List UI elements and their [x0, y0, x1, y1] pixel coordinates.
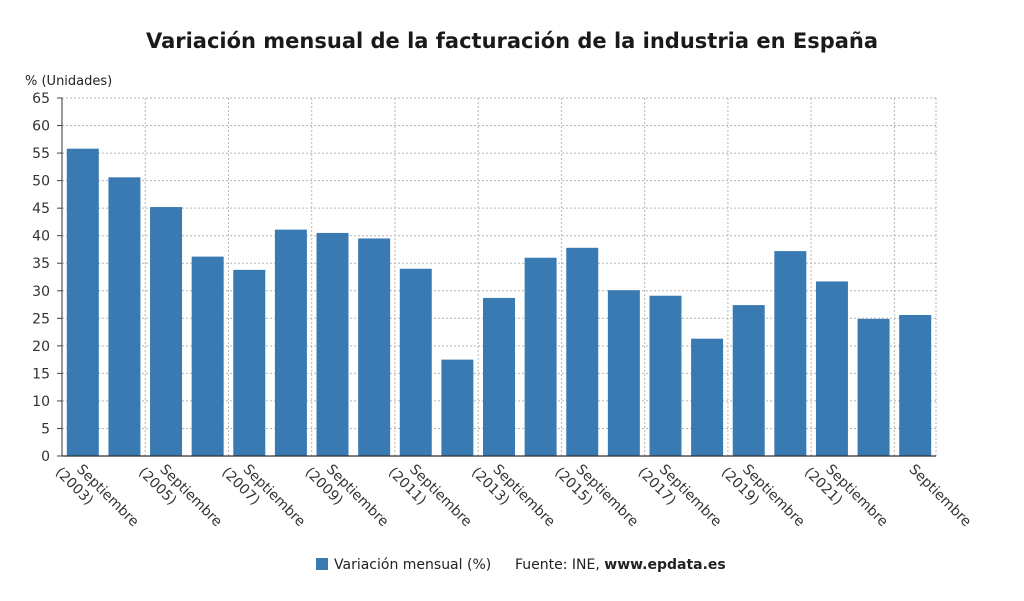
y-tick-label: 30	[32, 284, 50, 300]
y-tick-label: 55	[32, 146, 50, 162]
bar	[316, 232, 349, 456]
bar	[566, 247, 599, 456]
y-tick-label: 5	[41, 421, 50, 437]
bar	[274, 229, 307, 456]
y-tick-label: 0	[41, 449, 50, 465]
y-axis-label: % (Unidades)	[25, 74, 112, 89]
y-tick-label: 65	[32, 91, 50, 107]
x-tick-label: Septiembre(2021)	[801, 452, 891, 542]
x-tick-label: Septiembre(2011)	[385, 452, 475, 542]
bar	[691, 338, 724, 456]
y-tick-label: 35	[32, 256, 50, 272]
x-tick-label: Septiembre(2007)	[218, 452, 308, 542]
bar	[524, 257, 557, 456]
bar	[66, 148, 99, 456]
bar	[857, 318, 890, 456]
bar	[649, 295, 682, 456]
y-tick-label: 15	[32, 366, 50, 382]
x-tick-label: Septiembre(2019)	[718, 452, 808, 542]
legend-label: Variación mensual (%)	[334, 557, 491, 573]
bar	[607, 290, 640, 456]
x-tick-label: Septiembre(2005)	[135, 452, 225, 542]
y-tick-label: 40	[32, 229, 50, 245]
y-tick-label: 60	[32, 119, 50, 135]
x-tick-label-line1: Septiembre	[906, 462, 975, 531]
y-tick-label: 45	[32, 201, 50, 217]
bar	[150, 207, 183, 456]
x-tick-label: Septiembre(2003)	[52, 452, 142, 542]
chart-title: Variación mensual de la facturación de l…	[146, 29, 878, 53]
x-tick-label: Septiembre(2017)	[635, 452, 725, 542]
bar	[774, 251, 807, 456]
y-tick-label: 10	[32, 394, 50, 410]
bar	[483, 297, 515, 456]
bar	[899, 315, 932, 456]
bar	[815, 281, 848, 456]
bar	[191, 256, 224, 456]
x-tick-label: Septiembre	[906, 462, 975, 531]
source-site: www.epdata.es	[604, 557, 726, 573]
bar	[358, 238, 391, 456]
bars	[66, 148, 932, 456]
legend-swatch	[316, 558, 328, 570]
x-tick-label: Septiembre(2013)	[468, 452, 558, 542]
source-text: Fuente: INE, www.epdata.es	[515, 557, 726, 573]
bar	[108, 177, 141, 456]
x-tick-label: Septiembre(2015)	[551, 452, 641, 542]
source-prefix: Fuente: INE,	[515, 557, 604, 573]
bar	[441, 359, 474, 456]
y-tick-label: 25	[32, 311, 50, 327]
y-tick-label: 20	[32, 339, 50, 355]
x-tick-label: Septiembre(2009)	[302, 452, 392, 542]
bar	[399, 268, 432, 456]
x-axis-ticks: Septiembre(2003) Septiembre(2005) Septiemb…	[52, 452, 975, 542]
bar	[233, 269, 266, 456]
legend: Variación mensual (%) Fuente: INE, www.e…	[316, 557, 726, 573]
axes	[61, 98, 936, 457]
bar	[732, 305, 765, 456]
y-tick-label: 50	[32, 174, 50, 190]
y-axis-ticks: 0 5 10 15 20 25 30 35 40 45 50 55 60 65	[32, 91, 62, 465]
